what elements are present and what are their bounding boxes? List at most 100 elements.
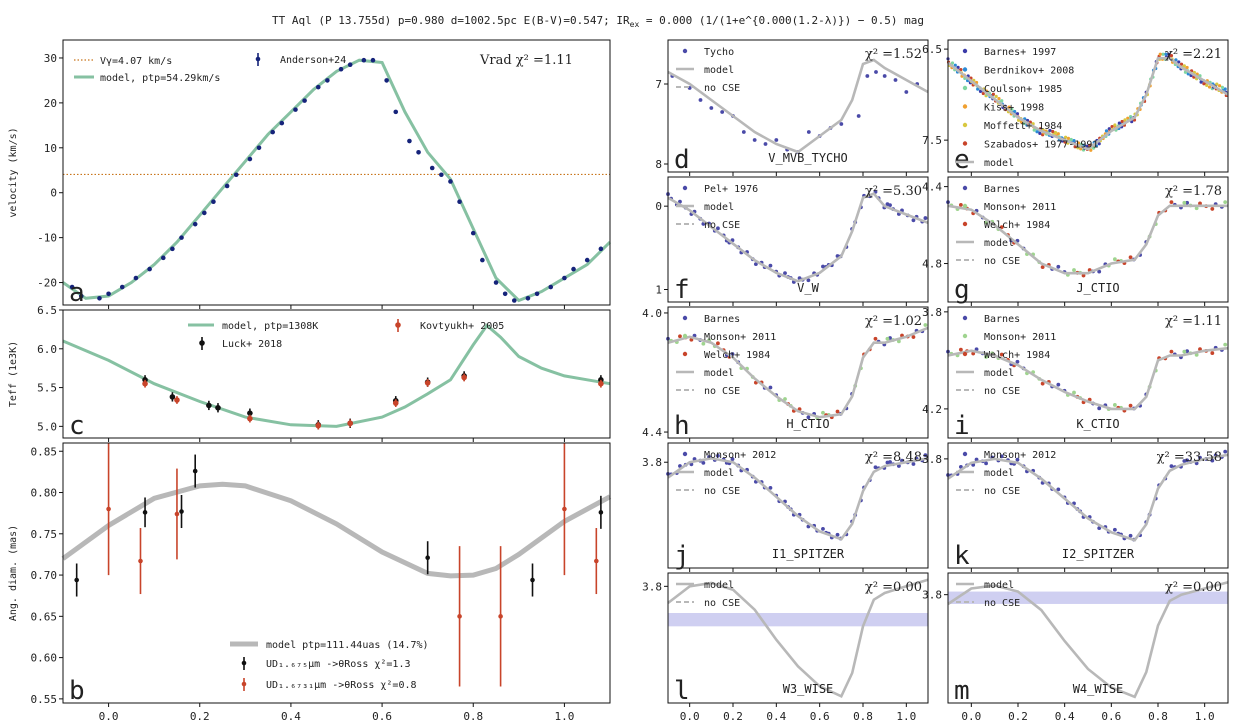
velocity-model-curve	[62, 58, 612, 303]
phot-point	[978, 89, 983, 93]
legend-data-marker	[962, 122, 968, 128]
velocity-point	[429, 165, 435, 171]
panel-m-xtick-label: 0.0	[961, 710, 981, 723]
figure-title: TT Aql (P 13.755d) p=0.980 d=1002.5pc E(…	[272, 14, 924, 29]
velocity-point	[147, 266, 152, 272]
velocity-point	[548, 284, 554, 290]
legend-data-marker	[962, 67, 968, 72]
velocity-point	[106, 291, 111, 297]
velocity-point	[511, 298, 517, 303]
legend-data-marker	[962, 221, 968, 227]
phot-point	[1220, 85, 1224, 89]
panel-h-chi2: χ² =1.02	[865, 314, 922, 329]
legend-label: model	[984, 468, 1014, 479]
panel-e-chi2: χ² =2.21	[1165, 47, 1222, 62]
panel-h-letter: h	[674, 411, 690, 441]
phot-point	[1089, 148, 1093, 152]
panel-a: -20 -10 0 10 20 30 velocity (km/s) a Vγ=4.07 km/…	[8, 39, 612, 309]
phot-point	[1040, 265, 1045, 270]
phot-model-curve	[667, 58, 929, 154]
phot-point	[981, 91, 985, 96]
legend-label: no CSE	[704, 386, 740, 397]
panel-e-ytick-label: 6.5	[922, 43, 942, 56]
legend-ud1673-marker	[241, 681, 247, 687]
phot-point	[709, 106, 714, 110]
ud1673-point	[562, 506, 567, 512]
legend-data-marker	[682, 315, 688, 321]
phot-point	[716, 341, 720, 346]
legend-label: no CSE	[704, 83, 740, 94]
legend-ud1675-marker	[241, 660, 247, 666]
velocity-point	[97, 295, 102, 301]
velocity-point	[69, 284, 75, 290]
panel-m-band-label: W4_WISE	[1073, 682, 1124, 696]
panel-j-letter: j	[674, 541, 690, 571]
phot-point	[1169, 200, 1174, 204]
phot-point	[1167, 52, 1171, 56]
phot-point	[1185, 65, 1189, 70]
phot-point	[856, 114, 861, 118]
phot-point	[974, 347, 979, 352]
legend-label: Barnes	[984, 184, 1020, 195]
phot-point	[1182, 349, 1187, 354]
kovtyukh-point	[174, 397, 180, 403]
phot-point	[1113, 123, 1117, 127]
panel-c-ytick-label: 6.0	[37, 343, 57, 356]
phot-point	[923, 453, 928, 457]
ud1675-point	[179, 509, 184, 514]
phot-point	[1174, 58, 1178, 62]
panel-m: 3.8 0.0 0.2 0.4 0.6 0.8 1.0 m χ² =0.00 W4_WISE mod…	[922, 572, 1229, 723]
phot-point	[874, 70, 878, 74]
ud1675-point	[192, 468, 198, 474]
velocity-point	[233, 172, 239, 178]
panel-m-xtick-label: 1.0	[1195, 710, 1215, 723]
panel-a-ylabel: velocity (km/s)	[8, 127, 19, 217]
ud1675-point	[425, 555, 430, 561]
panel-l-chi2: χ² =0.00	[865, 580, 922, 595]
phot-point	[1207, 85, 1212, 89]
panel-c-letter: c	[69, 411, 85, 441]
panel-k-band-label: I2_SPITZER	[1062, 547, 1135, 561]
phot-point	[1035, 130, 1039, 134]
panel-m-xtick-label: 0.4	[1055, 710, 1075, 723]
legend-label: no CSE	[704, 598, 740, 609]
title-text: TT Aql (P 13.755d) p=0.980 d=1002.5pc E(…	[272, 14, 924, 29]
ud1673-point	[138, 558, 143, 564]
phot-model-curve	[947, 346, 1229, 411]
phot-point	[1210, 207, 1215, 211]
panel-i-frame	[947, 306, 1229, 439]
phot-point	[1218, 84, 1222, 88]
phot-model-curve	[947, 56, 1229, 151]
panel-l: 3.8 0.0 0.2 0.4 0.6 0.8 1.0 l χ² =0.00 W3_WISE mod…	[642, 572, 929, 723]
kovtyukh-point	[247, 415, 253, 422]
legend-label: Berdnikov+ 2008	[984, 66, 1074, 77]
velocity-point	[302, 98, 307, 103]
ud1675-point	[530, 577, 535, 583]
panel-d-letter: d	[674, 145, 690, 175]
panel-a-ytick-label: -20	[37, 277, 57, 290]
phot-point	[1056, 382, 1061, 387]
phot-point	[984, 461, 988, 466]
legend-model-label: model, ptp=54.29km/s	[100, 73, 220, 84]
panel-h-ytick-label: 4.0	[642, 307, 662, 320]
velocity-point	[470, 230, 476, 236]
legend-anderson-marker	[255, 56, 261, 62]
phot-point	[1038, 131, 1042, 136]
panel-e-frame	[947, 39, 1229, 173]
velocity-point	[598, 246, 604, 252]
panel-i-band-label: K_CTIO	[1076, 417, 1119, 431]
panel-k-ytick-label: 3.8	[922, 453, 942, 466]
legend-vgamma-label: Vγ=4.07 km/s	[100, 56, 172, 67]
phot-point	[911, 335, 916, 339]
legend-label: Tycho	[704, 47, 734, 58]
legend-label: Kiss+ 1998	[984, 103, 1044, 114]
legend-luck-marker	[199, 340, 205, 346]
legend-data-marker	[962, 333, 968, 339]
panel-b-xtick-label: 1.0	[554, 710, 574, 723]
phot-point	[1051, 129, 1055, 134]
phot-point	[1053, 131, 1058, 135]
panel-l-frame	[667, 572, 929, 704]
phot-point	[1073, 145, 1077, 149]
panel-b-frame	[62, 442, 611, 704]
phot-point	[1202, 82, 1206, 86]
